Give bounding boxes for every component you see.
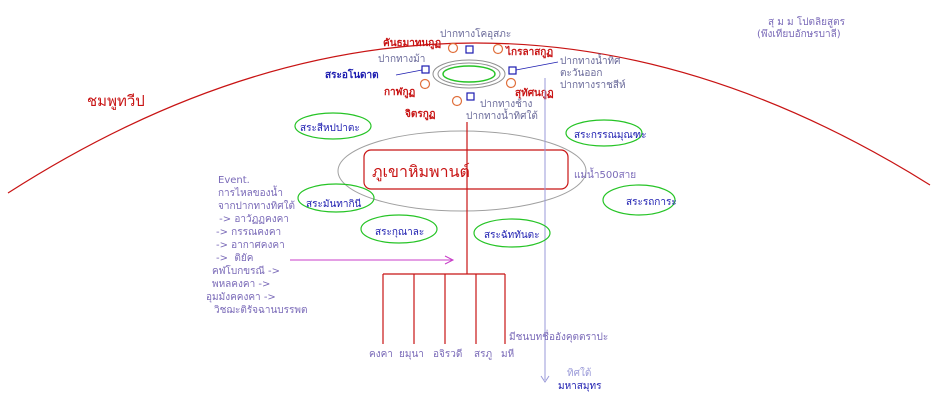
west-gate-leader xyxy=(395,69,423,76)
event-note-line: Event. xyxy=(218,175,250,186)
lake-label: สระสีหปปาตะ xyxy=(300,122,360,134)
lake-chaddanta: สระฉัททันตะ xyxy=(473,218,551,248)
lake-label: สระมันทากินี xyxy=(306,198,362,210)
east-gate-leader xyxy=(515,61,559,71)
south-direction-label: ทิศใต้ xyxy=(567,367,591,379)
himalaya-ellipse xyxy=(337,130,587,212)
pond-marker-southwest xyxy=(419,78,431,90)
lake-kannamunda: สระกรรณมุณฑะ xyxy=(565,119,646,147)
five-hundred-rivers-label: แม่น้ำ500สาย xyxy=(574,167,636,181)
east-gate-label-line2: ตะวันออก xyxy=(560,68,602,79)
ocean-label: มหาสมุทร xyxy=(558,381,602,392)
pond-marker-southeast xyxy=(505,77,517,89)
lake-mandakini: สระมันทากินี xyxy=(297,183,375,213)
event-note-line: -> กรรณคงคา xyxy=(216,227,281,238)
source-note-line1: สุ ม ม โปตลิยสูตร xyxy=(768,15,846,28)
lake-ring xyxy=(602,184,676,216)
event-note-line: พหลคงคา -> xyxy=(212,279,270,290)
pond-label-southeast: สุทัศนกูฏ xyxy=(515,87,554,100)
event-note-line: จากปากทางทิศใต้ xyxy=(218,200,295,212)
anotatta-ring-middle xyxy=(437,62,501,86)
gate-marker-west xyxy=(421,65,430,74)
himalaya-label: ภูเขาหิมพานต์ xyxy=(372,162,470,182)
event-note-line: อุมมังคคงคา -> xyxy=(206,292,276,303)
north-gate-label: ปากทางโคอุสภะ xyxy=(440,27,511,40)
event-note-line: -> อากาศคงคา xyxy=(216,240,285,251)
event-note: Event. การไหลของน้ำ จากปากทางทิศใต้ -> อ… xyxy=(206,175,307,316)
ocean-flow-arrowhead xyxy=(540,375,550,383)
anotatta-ring-outer xyxy=(432,59,506,89)
lake-label: สระรถการะ xyxy=(626,197,677,208)
south-gate-label-line2: ปากทางน้ำทิศใต้ xyxy=(466,108,538,122)
lake-label: สระกุณาละ xyxy=(375,227,424,238)
pond-label-southwest: กาฬกูฏ xyxy=(384,86,416,99)
east-gate-label-line3: ปากทางราชสีห์ xyxy=(560,79,626,91)
event-note-line: วิชฌะติรัจฉานบรรพต xyxy=(214,305,308,316)
continent-arc xyxy=(7,42,931,194)
event-note-line: -> ติยัค xyxy=(216,253,253,264)
river-label: ยมุนา xyxy=(399,349,424,360)
east-gate-label-line1: ปากทางน้ำทิศ xyxy=(560,53,621,67)
lake-kunala: สระกุณาละ xyxy=(360,214,438,244)
pond-marker-south xyxy=(451,95,463,107)
pond-label-northeast: ไกรลาสกูฏ xyxy=(505,45,553,59)
five-rivers-bracket xyxy=(382,273,506,344)
himalaya-box xyxy=(363,149,569,190)
event-note-line: คฬโบกขรณี -> xyxy=(212,264,280,277)
flow-arrow-head xyxy=(444,255,455,265)
anotatta-ring-inner xyxy=(442,65,496,83)
river-label: สรภู xyxy=(474,349,492,360)
source-note-line2: (พึงเทียบอักษรบาลี) xyxy=(757,28,841,40)
lake-ring xyxy=(473,218,551,248)
continent-label: ชมพูทวีป xyxy=(87,92,145,110)
anotatta-label: สระอโนดาต xyxy=(325,68,379,81)
pond-label-northwest: คันธมาทนกูฏ xyxy=(383,37,441,50)
river-label: คงคา xyxy=(369,349,393,360)
lake-rathakara: สระรถการะ xyxy=(602,184,677,216)
river-mouth-note: มีชนบทชื่ออังคุตตราปะ xyxy=(509,329,608,343)
event-note-line: -> อาวัฏฏคงคา xyxy=(216,214,289,225)
lake-sihapapata: สระสีหปปาตะ xyxy=(294,112,372,140)
river-label: มหี xyxy=(501,348,514,360)
pond-label-south: จิตรกูฏ xyxy=(405,108,436,121)
river-label: อจิรวดี xyxy=(433,348,462,360)
pond-marker-northeast xyxy=(492,43,504,55)
pond-marker-northwest xyxy=(447,42,459,54)
gate-marker-north xyxy=(465,45,474,54)
lake-label: สระฉัททันตะ xyxy=(484,230,540,241)
lake-ring xyxy=(297,183,375,213)
lake-label: สระกรรณมุณฑะ xyxy=(574,130,646,141)
gate-marker-east xyxy=(508,66,517,75)
lake-ring xyxy=(565,119,643,147)
south-gate-label-line1: ปากทางช้าง xyxy=(480,98,533,110)
anotatta-rings xyxy=(432,59,506,89)
lake-ring xyxy=(360,214,438,244)
event-note-line: การไหลของน้ำ xyxy=(218,185,283,199)
gate-marker-south xyxy=(466,92,475,101)
lake-ring xyxy=(294,112,372,140)
west-gate-label: ปากทางม้า xyxy=(378,53,425,65)
